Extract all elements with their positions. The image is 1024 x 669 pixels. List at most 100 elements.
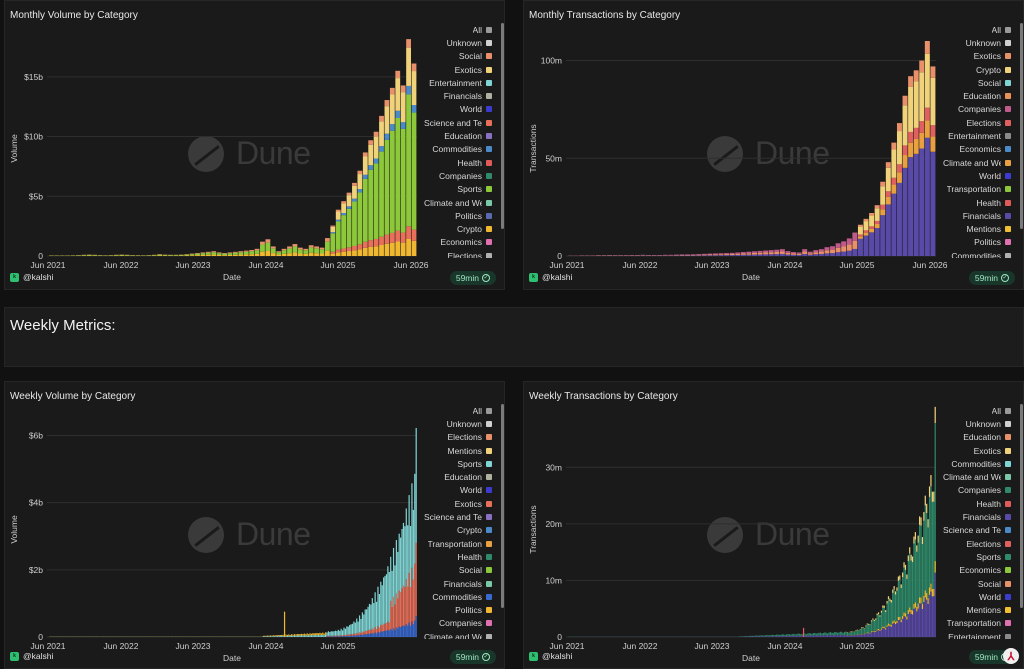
legend-item[interactable]: Science and Tech	[939, 524, 1011, 537]
legend-item[interactable]: Politics	[420, 603, 492, 616]
chart-legend[interactable]: All Unknown Exotics Crypto Social Education Co…	[939, 23, 1011, 258]
legend-item[interactable]: Economics	[939, 143, 1011, 156]
legend-item[interactable]: Health	[420, 550, 492, 563]
bar-segment	[875, 618, 877, 620]
legend-item[interactable]: Mentions	[420, 444, 492, 457]
legend-item[interactable]: Transportation	[420, 537, 492, 550]
chart-legend[interactable]: All Unknown Elections Mentions Sports Educati…	[420, 404, 492, 639]
legend-scrollbar[interactable]	[1020, 404, 1023, 608]
legend-item[interactable]: All	[939, 404, 1011, 417]
legend-item[interactable]: Climate and Weather	[420, 630, 492, 639]
legend-item[interactable]: Exotics	[420, 497, 492, 510]
legend-item[interactable]: All	[939, 23, 1011, 36]
legend-item[interactable]: Social	[939, 76, 1011, 89]
legend-item[interactable]: Entertainment	[939, 129, 1011, 142]
legend-item[interactable]: World	[939, 590, 1011, 603]
legend-item[interactable]: Crypto	[939, 63, 1011, 76]
legend-item[interactable]: Science and Tech	[420, 116, 492, 129]
legend-scrollbar[interactable]	[1020, 23, 1023, 229]
legend-item[interactable]: Companies	[420, 169, 492, 182]
legend-item[interactable]: Elections	[420, 249, 492, 258]
legend-item[interactable]: Companies	[939, 484, 1011, 497]
legend-item[interactable]: Commodities	[939, 249, 1011, 258]
legend-item[interactable]: Entertainment	[939, 630, 1011, 639]
bar-segment	[329, 631, 331, 636]
legend-item[interactable]: Unknown	[939, 417, 1011, 430]
legend-item[interactable]: Education	[939, 89, 1011, 102]
bar-segment	[330, 635, 332, 637]
legend-item[interactable]: Financials	[939, 209, 1011, 222]
legend-item[interactable]: Financials	[420, 89, 492, 102]
legend-item[interactable]: Exotics	[420, 63, 492, 76]
freshness-badge[interactable]: 59min✓	[449, 650, 496, 664]
legend-item[interactable]: Entertainment	[420, 76, 492, 89]
legend-item[interactable]: Education	[420, 129, 492, 142]
legend-item[interactable]: Health	[939, 497, 1011, 510]
legend-item[interactable]: Exotics	[939, 444, 1011, 457]
owner-link[interactable]: k @kalshi	[529, 651, 572, 661]
legend-item[interactable]: Health	[420, 156, 492, 169]
legend-item[interactable]: Politics	[939, 236, 1011, 249]
legend-item[interactable]: World	[420, 484, 492, 497]
legend-item[interactable]: Companies	[420, 617, 492, 630]
legend-item[interactable]: Mentions	[939, 603, 1011, 616]
chart-legend[interactable]: All Unknown Education Exotics Commodities Cli…	[939, 404, 1011, 639]
chart-legend[interactable]: All Unknown Social Exotics Entertainment Fina…	[420, 23, 492, 258]
legend-item[interactable]: Commodities	[420, 590, 492, 603]
legend-item[interactable]: Crypto	[420, 222, 492, 235]
legend-item[interactable]: Elections	[420, 431, 492, 444]
bar-segment	[883, 607, 885, 627]
legend-item[interactable]: Unknown	[420, 417, 492, 430]
legend-item[interactable]: Economics	[420, 236, 492, 249]
legend-item[interactable]: World	[939, 169, 1011, 182]
legend-item[interactable]: All	[420, 404, 492, 417]
legend-item[interactable]: Unknown	[939, 36, 1011, 49]
legend-label: All	[472, 24, 482, 35]
owner-link[interactable]: k @kalshi	[529, 272, 572, 282]
legend-item[interactable]: Exotics	[939, 50, 1011, 63]
bar-segment	[390, 628, 392, 637]
legend-item[interactable]: Climate and Weather	[939, 470, 1011, 483]
legend-item[interactable]: Transportation	[939, 617, 1011, 630]
bar-segment	[785, 254, 791, 256]
legend-item[interactable]: World	[420, 103, 492, 116]
bar-segment	[890, 626, 892, 637]
legend-item[interactable]: All	[420, 23, 492, 36]
legend-item[interactable]: Commodities	[420, 143, 492, 156]
legend-item[interactable]: Social	[939, 577, 1011, 590]
legend-item[interactable]: Sports	[420, 457, 492, 470]
bar-segment	[830, 249, 836, 254]
legend-item[interactable]: Elections	[939, 116, 1011, 129]
legend-item[interactable]: Transportation	[939, 183, 1011, 196]
legend-item[interactable]: Sports	[420, 183, 492, 196]
legend-item[interactable]: Climate and Weather	[939, 156, 1011, 169]
legend-item[interactable]: Elections	[939, 537, 1011, 550]
legend-item[interactable]: Unknown	[420, 36, 492, 49]
legend-item[interactable]: Climate and Weather	[420, 196, 492, 209]
legend-item[interactable]: Crypto	[420, 524, 492, 537]
legend-scrollbar[interactable]	[501, 404, 504, 608]
legend-item[interactable]: Economics	[939, 564, 1011, 577]
legend-item[interactable]: Sports	[939, 550, 1011, 563]
bar-segment	[880, 186, 886, 205]
legend-item[interactable]: Health	[939, 196, 1011, 209]
owner-link[interactable]: k @kalshi	[10, 651, 53, 661]
legend-item[interactable]: Financials	[939, 510, 1011, 523]
legend-scrollbar[interactable]	[501, 23, 504, 229]
acrobat-icon[interactable]: ⅄	[1003, 648, 1019, 664]
legend-item[interactable]: Science and Tech	[420, 510, 492, 523]
legend-item[interactable]: Commodities	[939, 457, 1011, 470]
legend-item[interactable]: Financials	[420, 577, 492, 590]
legend-item[interactable]: Mentions	[939, 222, 1011, 235]
bar-segment	[303, 633, 305, 636]
legend-item[interactable]: Social	[420, 50, 492, 63]
freshness-badge[interactable]: 59min✓	[968, 271, 1015, 285]
legend-item[interactable]: Politics	[420, 209, 492, 222]
legend-item[interactable]: Companies	[939, 103, 1011, 116]
legend-item[interactable]: Social	[420, 564, 492, 577]
legend-item[interactable]: Education	[939, 431, 1011, 444]
freshness-badge[interactable]: 59min✓	[449, 271, 496, 285]
owner-link[interactable]: k @kalshi	[10, 272, 53, 282]
bar-segment	[880, 215, 886, 256]
legend-item[interactable]: Education	[420, 470, 492, 483]
